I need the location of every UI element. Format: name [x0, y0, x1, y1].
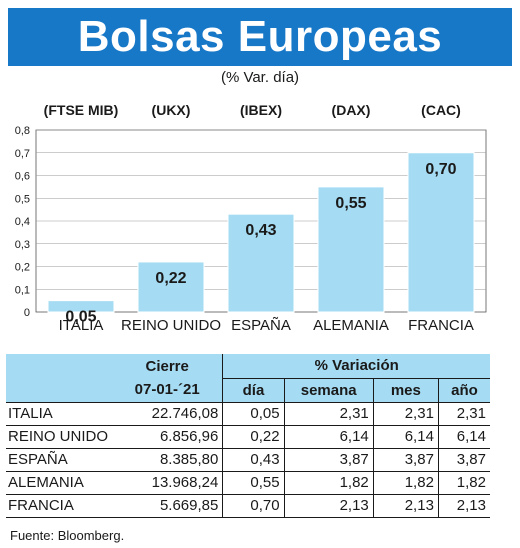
row-dia: 0,55	[222, 471, 285, 495]
header-variacion: % Variación	[222, 354, 490, 379]
row-ano: 3,87	[437, 448, 490, 472]
row-semana: 3,87	[283, 448, 374, 472]
bar	[407, 152, 475, 313]
bar	[137, 261, 205, 313]
header-fecha: 07-01-´21	[112, 378, 223, 403]
row-semana: 2,13	[283, 494, 374, 518]
row-mes: 2,31	[372, 402, 439, 426]
x-tick-label: ITALIA	[59, 317, 104, 334]
row-dia: 0,05	[222, 402, 285, 426]
row-mes: 2,13	[372, 494, 439, 518]
row-cierre: 6.856,96	[112, 425, 223, 449]
header-blank	[6, 354, 113, 378]
row-cierre: 13.968,24	[112, 471, 223, 495]
table-row: ESPAÑA 8.385,80 0,43 3,87 3,87 3,87	[6, 448, 490, 472]
row-dia: 0,70	[222, 494, 285, 518]
y-tick-label: 0	[24, 307, 30, 319]
bar-value-label: 0,22	[155, 270, 186, 287]
row-dia: 0,43	[222, 448, 285, 472]
row-name: REINO UNIDO	[6, 425, 113, 449]
y-tick-label: 0,6	[15, 171, 30, 183]
row-dia: 0,22	[222, 425, 285, 449]
row-ano: 2,13	[437, 494, 490, 518]
y-tick-label: 0,4	[15, 216, 30, 228]
row-ano: 2,31	[437, 402, 490, 426]
x-tick-label: REINO UNIDO	[121, 317, 221, 334]
row-semana: 2,31	[283, 402, 374, 426]
index-name-label: (CAC)	[421, 102, 461, 118]
bar	[317, 186, 385, 313]
table-row: ALEMANIA 13.968,24 0,55 1,82 1,82 1,82	[6, 471, 490, 495]
table-header-row-1: Cierre % Variación	[6, 354, 490, 379]
y-tick-label: 0,2	[15, 262, 30, 274]
header-cierre: Cierre	[112, 354, 223, 378]
header-ano: año	[437, 378, 490, 403]
row-mes: 6,14	[372, 425, 439, 449]
row-cierre: 22.746,08	[112, 402, 223, 426]
x-tick-label: FRANCIA	[408, 317, 474, 334]
row-name: ESPAÑA	[6, 448, 113, 472]
row-name: ITALIA	[6, 402, 113, 426]
index-name-label: (IBEX)	[240, 102, 282, 118]
row-semana: 6,14	[283, 425, 374, 449]
header-blank-2	[6, 378, 113, 403]
bar-value-label: 0,05	[65, 309, 96, 326]
row-name: ALEMANIA	[6, 471, 113, 495]
x-tick-label: ESPAÑA	[231, 317, 291, 334]
index-name-label: (UKX)	[152, 102, 191, 118]
header-mes: mes	[372, 378, 439, 403]
row-semana: 1,82	[283, 471, 374, 495]
header-semana: semana	[283, 378, 374, 403]
row-cierre: 5.669,85	[112, 494, 223, 518]
chart-subtitle: (% Var. día)	[220, 69, 300, 86]
title-banner: Bolsas Europeas	[8, 8, 512, 66]
y-tick-label: 0,1	[15, 284, 30, 296]
row-mes: 1,82	[372, 471, 439, 495]
table-row: REINO UNIDO 6.856,96 0,22 6,14 6,14 6,14	[6, 425, 490, 449]
stock-table: Cierre % Variación 07-01-´21 día semana …	[6, 354, 490, 518]
row-mes: 3,87	[372, 448, 439, 472]
y-tick-label: 0,7	[15, 148, 30, 160]
index-name-label: (DAX)	[332, 102, 371, 118]
bar-value-label: 0,43	[245, 222, 276, 239]
table-row: FRANCIA 5.669,85 0,70 2,13 2,13 2,13	[6, 494, 490, 518]
x-tick-label: ALEMANIA	[313, 317, 389, 334]
table-header-row-2: 07-01-´21 día semana mes año	[6, 378, 490, 403]
y-tick-label: 0,3	[15, 239, 30, 251]
bar-value-label: 0,70	[425, 161, 456, 178]
row-ano: 6,14	[437, 425, 490, 449]
row-cierre: 8.385,80	[112, 448, 223, 472]
y-tick-label: 0,5	[15, 193, 30, 205]
bar	[47, 300, 115, 313]
index-name-label: (FTSE MIB)	[44, 102, 119, 118]
bar	[227, 213, 295, 313]
bar-value-label: 0,55	[335, 195, 366, 212]
source-note: Fuente: Bloomberg.	[10, 528, 125, 543]
y-tick-label: 0,8	[15, 125, 30, 137]
header-dia: día	[222, 378, 285, 403]
row-name: FRANCIA	[6, 494, 113, 518]
row-ano: 1,82	[437, 471, 490, 495]
table-row: ITALIA 22.746,08 0,05 2,31 2,31 2,31	[6, 402, 490, 426]
